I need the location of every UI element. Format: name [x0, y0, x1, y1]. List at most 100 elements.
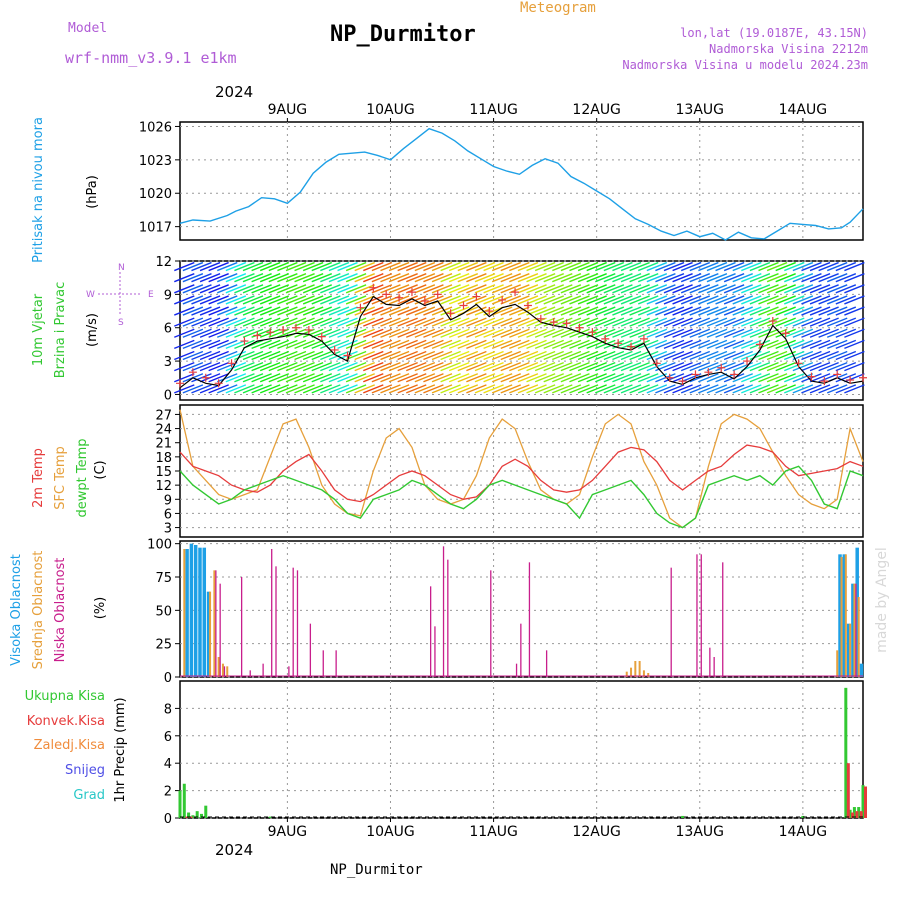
- y-tick-label: 12: [155, 479, 172, 494]
- wind-barb: [784, 261, 805, 272]
- wind-barb: [174, 306, 195, 316]
- wind-barb: [569, 328, 590, 338]
- wind-barb: [285, 306, 307, 316]
- wind-barb: [680, 273, 702, 283]
- wind-barb: [835, 306, 857, 316]
- wind-barb: [405, 339, 427, 350]
- wind-barb: [431, 317, 453, 327]
- wind-barb: [801, 361, 822, 372]
- wind-barb: [294, 384, 315, 394]
- wind-barb: [380, 384, 401, 394]
- wind-barb: [251, 384, 272, 394]
- wind-barb: [620, 317, 642, 327]
- cloud-bar: [842, 554, 847, 677]
- wind-barb: [569, 339, 590, 350]
- wind-barb: [595, 273, 616, 283]
- wind-barb: [672, 384, 693, 394]
- cloud-bar: [709, 647, 711, 677]
- wind-barb: [371, 361, 393, 372]
- wind-barb: [397, 361, 418, 372]
- y-tick-label: 75: [155, 571, 172, 586]
- wind-barb: [440, 273, 461, 283]
- wind-barb: [388, 361, 410, 372]
- wind-barb: [732, 284, 753, 294]
- wind-barb: [191, 361, 212, 372]
- wind-barb: [603, 284, 625, 294]
- wind-barb: [448, 350, 470, 361]
- cloud-bar: [642, 670, 645, 677]
- wind-barb: [208, 273, 229, 283]
- precip-bar: [851, 812, 855, 818]
- wind-barb: [234, 284, 255, 294]
- wind-barb: [328, 295, 350, 305]
- cloud-bar: [221, 663, 224, 677]
- wind-barb: [543, 339, 564, 350]
- wind-barb: [595, 339, 616, 350]
- wind-barb: [199, 295, 221, 305]
- wind-gust-marker: [485, 307, 494, 316]
- wind-barb: [371, 306, 393, 316]
- y-tick-label: 1026: [139, 120, 172, 135]
- wind-barb: [749, 361, 771, 372]
- wind-barb: [723, 317, 745, 327]
- wind-barb: [474, 339, 496, 350]
- wind-barb: [268, 273, 290, 283]
- wind-barb: [388, 350, 410, 361]
- wind-barb: [191, 328, 212, 338]
- wind-barb: [792, 284, 814, 294]
- wind-barb: [302, 373, 324, 383]
- wind-barb: [586, 384, 607, 394]
- precip-bar: [861, 785, 865, 818]
- wind-barb: [655, 328, 676, 338]
- wind-barb: [534, 295, 556, 305]
- wind-barb: [749, 284, 771, 294]
- wind-barb: [663, 328, 685, 338]
- wind-barb: [801, 350, 822, 361]
- year-top-label: 2024: [215, 83, 253, 101]
- wind-barb: [620, 373, 642, 383]
- wind-barb: [500, 361, 522, 372]
- wind-barb: [320, 328, 341, 338]
- wind-gust-marker: [511, 288, 520, 297]
- wind-barb: [835, 273, 857, 283]
- wind-gust-marker: [846, 375, 855, 384]
- cloud-bar: [213, 570, 216, 677]
- cloud-bar: [840, 557, 843, 677]
- wind-barb: [457, 295, 479, 305]
- wind-barb: [698, 284, 719, 294]
- wind-barb: [251, 284, 272, 294]
- wind-barb: [311, 317, 333, 327]
- wind-barb: [182, 317, 204, 327]
- wind-barb: [723, 284, 745, 294]
- wind-barb: [646, 350, 668, 361]
- wind-gust-marker: [343, 351, 352, 360]
- y-tick-label: 18: [155, 451, 172, 466]
- wind-label-1: 10m Vjetar: [31, 293, 46, 366]
- wind-barb: [225, 373, 247, 383]
- wind-barb: [655, 295, 676, 305]
- wind-barb: [474, 295, 496, 305]
- wind-barb: [302, 295, 324, 305]
- wind-barb: [216, 384, 238, 394]
- wind-barb: [414, 328, 436, 338]
- pressure-label: Pritisak na nivou mora: [31, 117, 46, 263]
- wind-barb: [655, 261, 676, 272]
- wind-barb: [363, 295, 384, 305]
- wind-barb: [225, 261, 247, 272]
- wind-barb: [818, 273, 839, 283]
- wind-barb: [234, 361, 255, 372]
- wind-barb: [595, 328, 616, 338]
- cloud-bar: [434, 626, 436, 677]
- wind-barb: [182, 261, 204, 272]
- wind-barb: [844, 384, 865, 394]
- wind-barb: [543, 373, 564, 383]
- wind-barb: [405, 284, 427, 294]
- wind-barb: [414, 261, 436, 272]
- wind-barb: [328, 350, 350, 361]
- cloud-bar: [853, 583, 856, 677]
- wind-barb: [706, 273, 728, 283]
- cloud-unit: (%): [93, 597, 108, 620]
- wind-barb: [234, 317, 255, 327]
- wind-barb: [801, 261, 822, 272]
- wind-barb: [723, 273, 745, 283]
